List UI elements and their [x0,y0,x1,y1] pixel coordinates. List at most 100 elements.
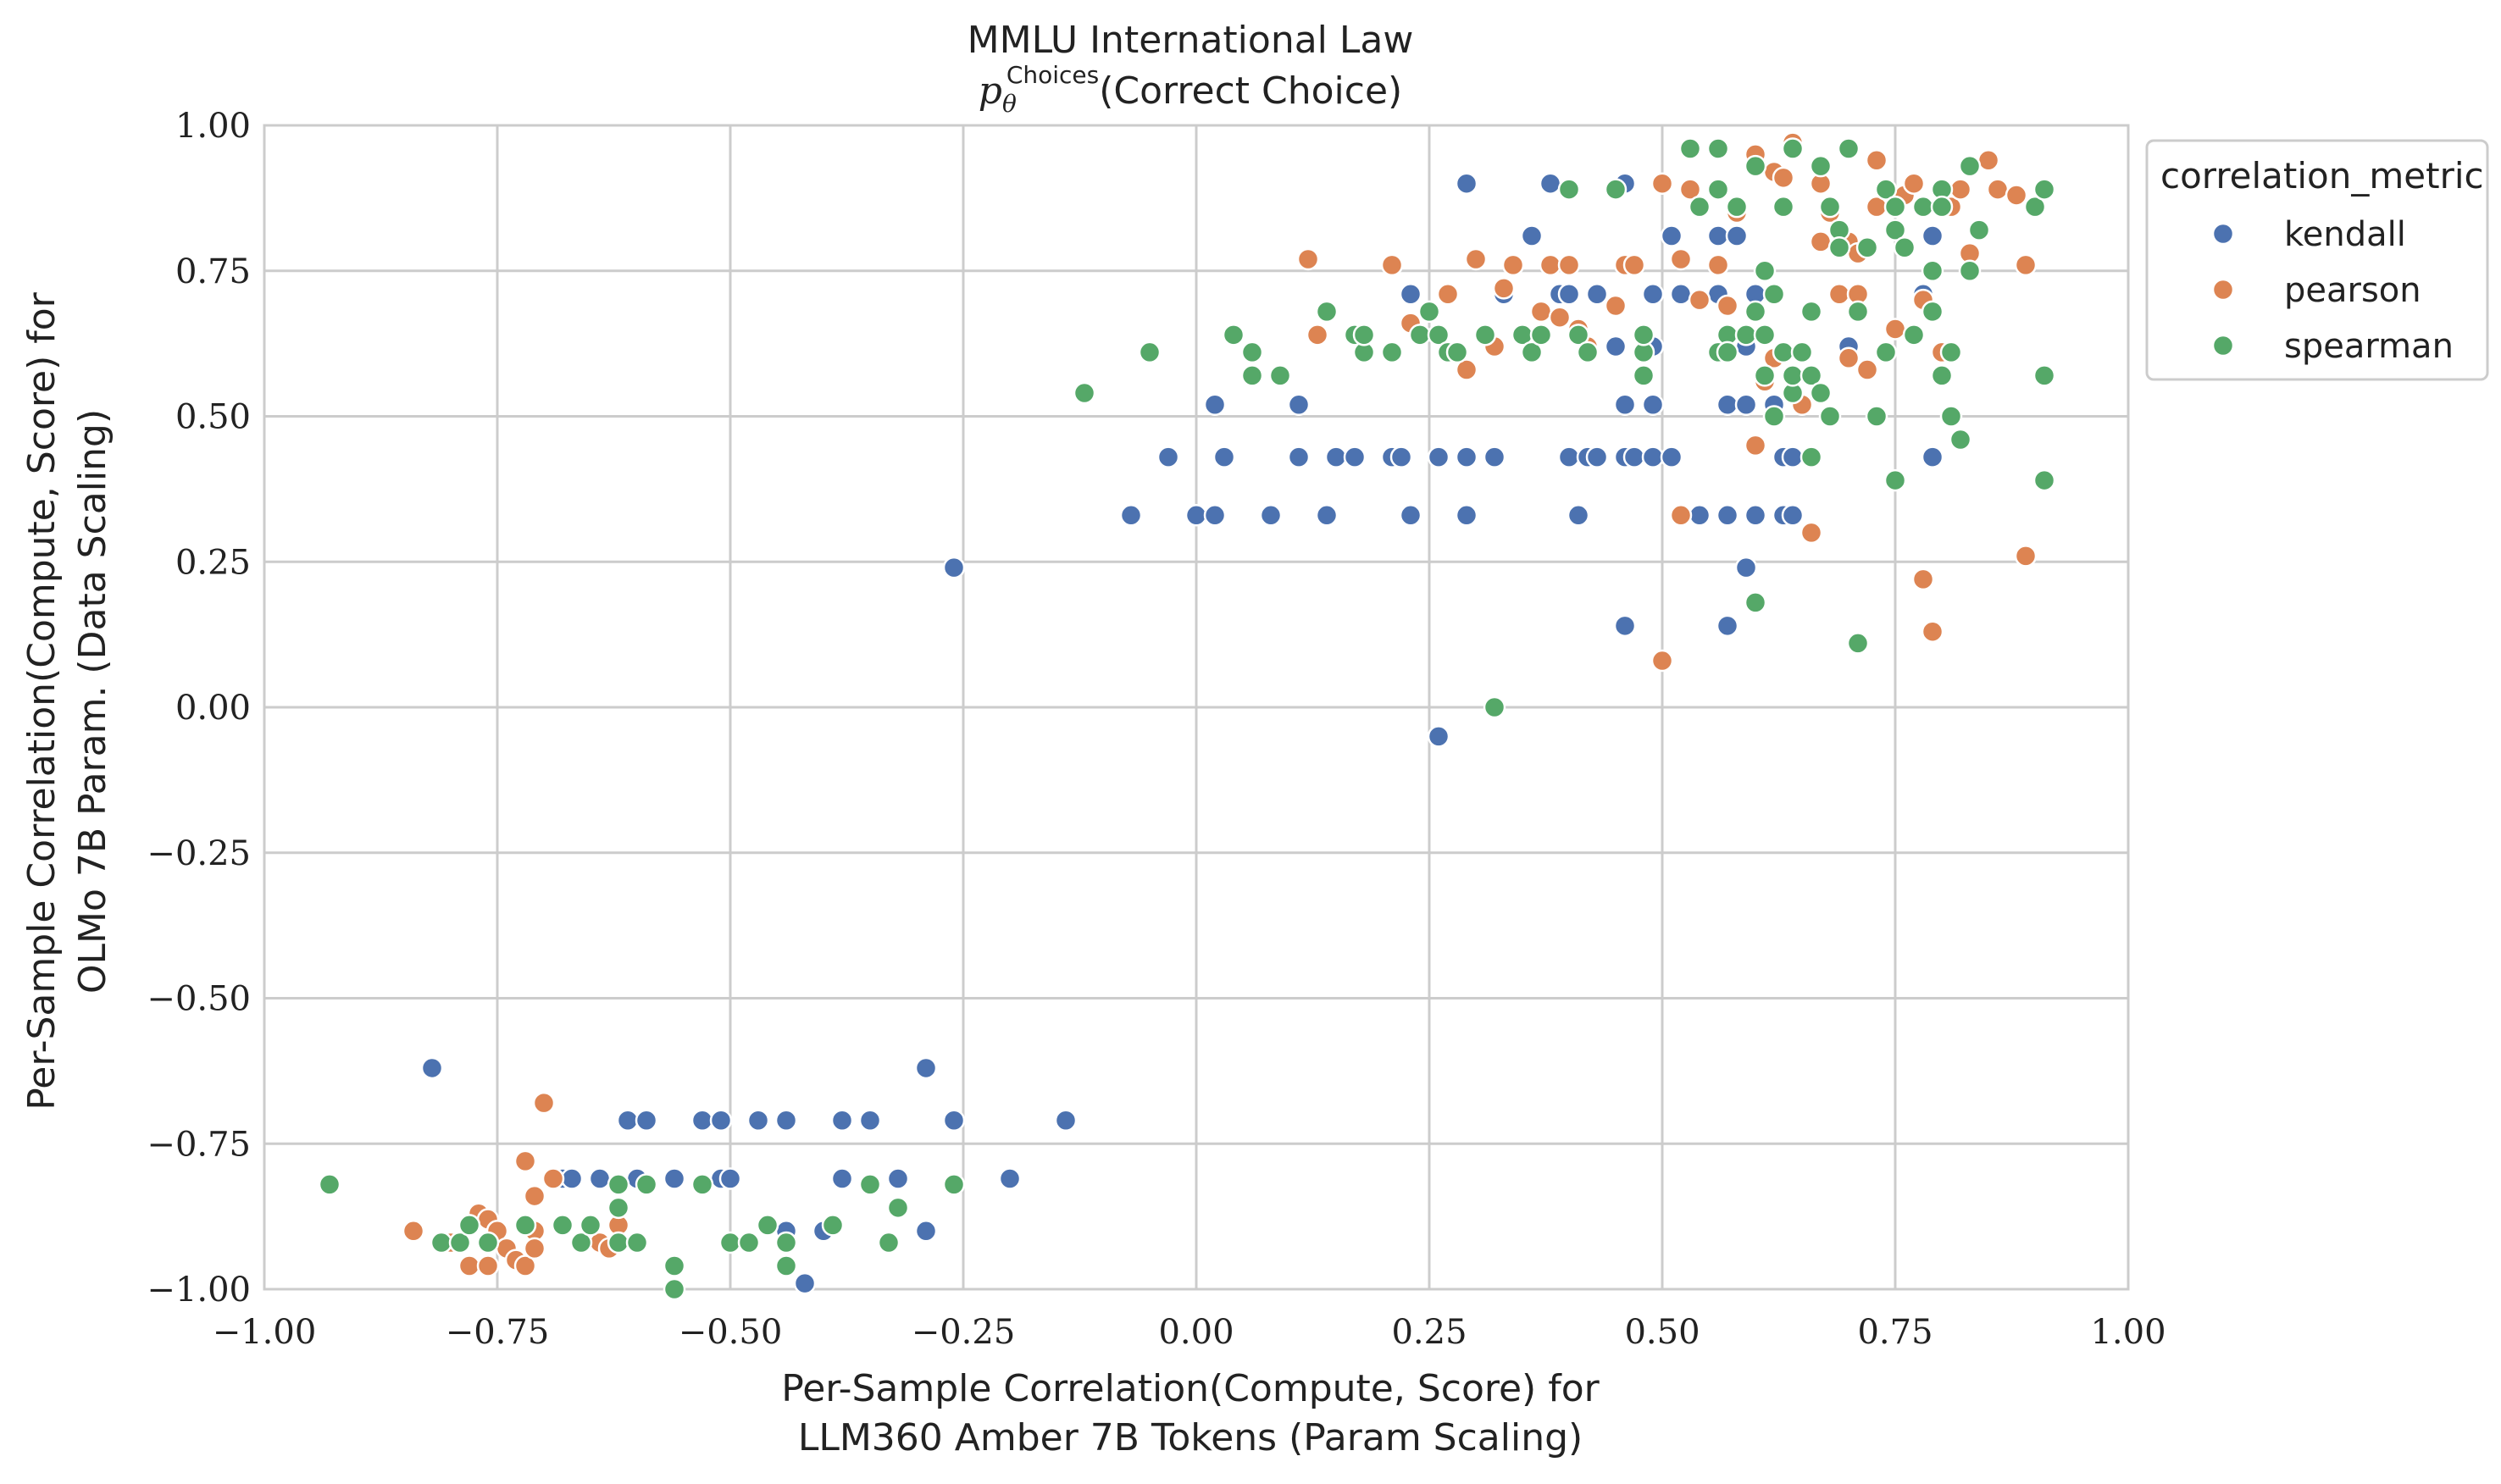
data-point-spearman [1809,381,1833,405]
data-point-kendall [1399,282,1422,306]
data-point-pearson [1902,172,1926,195]
x-tick-labels: −1.00 −0.75 −0.50 −0.25 0.00 0.25 0.50 0.75 1.00 [213,1313,2166,1352]
data-point-kendall [560,1167,584,1190]
data-point-spearman [448,1231,472,1254]
data-point-pearson [2014,545,2038,568]
data-point-kendall [1557,446,1581,468]
data-point-spearman [1781,364,1805,387]
data-point-spearman [1967,219,1991,241]
data-point-kendall [1725,224,1749,247]
data-point-kendall [998,1167,1022,1190]
data-point-spearman [1567,324,1590,346]
data-point-pearson [1744,434,1767,457]
data-point-spearman [476,1231,500,1254]
data-point-pearson [1557,253,1581,277]
y-tick-label: 1.00 [175,107,251,146]
data-point-spearman [1939,405,1963,428]
data-point-pearson [523,1184,546,1208]
data-point-spearman [1138,341,1162,364]
data-point-pearson [1492,277,1516,300]
data-point-kendall [1716,614,1739,638]
data-point-kendall [1716,393,1739,417]
data-point-pearson [1529,300,1553,324]
plot-frame [263,124,2130,1291]
data-point-kendall [1622,446,1646,468]
y-axis-label-line2: OLMo 7B Param. (Data Scaling) [71,409,114,994]
data-point-pearson [1855,358,1879,381]
legend-item-kendall: kendall [2211,215,2406,254]
data-point-kendall [1734,393,1758,417]
data-point-spearman [1706,137,1730,160]
data-point-kendall [1921,446,1944,468]
data-point-pearson [1986,178,2010,201]
data-point-kendall [1287,393,1311,417]
data-point-pearson [513,1149,537,1173]
data-point-kendall [1212,446,1236,468]
data-point-kendall [1781,446,1805,468]
data-point-kendall [1455,446,1478,468]
data-point-spearman [1772,341,1795,364]
data-point-kendall [1455,504,1478,527]
data-point-spearman [1315,300,1339,324]
data-point-spearman [2023,195,2047,219]
data-point-kendall [1557,282,1581,306]
data-point-spearman [1473,324,1497,346]
data-point-pearson [1464,247,1488,271]
data-point-kendall [1455,172,1478,195]
data-point-spearman [1818,405,1842,428]
data-point-kendall [690,1109,714,1132]
x-tick-label: 0.00 [1158,1313,1234,1352]
data-point-spearman [663,1254,686,1277]
data-point-kendall [1613,393,1637,417]
data-point-spearman [1800,446,1823,468]
data-point-pearson [1772,166,1795,190]
data-point-spearman [1529,324,1553,346]
y-tick-label: 0.50 [175,398,251,437]
data-point-kendall [942,1109,966,1132]
data-point-pearson [1650,649,1674,673]
data-point-spearman [1073,381,1096,405]
data-point-spearman [821,1214,845,1237]
data-point-pearson [523,1237,546,1260]
data-point-spearman [1921,259,1944,282]
data-point-pearson [1296,247,1320,271]
data-point-kendall [774,1109,798,1132]
data-point-kendall [1641,282,1665,306]
data-point-spearman [1240,341,1264,364]
data-point-spearman [1781,137,1805,160]
data-point-spearman [1902,324,1926,346]
data-point-pearson [1650,172,1674,195]
data-point-spearman [1520,341,1544,364]
x-tick-label: 0.50 [1624,1313,1700,1352]
legend-marker [2211,222,2235,246]
data-point-pearson [1380,253,1404,277]
data-point-spearman [886,1196,910,1220]
data-point-kendall [1324,446,1348,468]
data-point-kendall [1567,504,1590,527]
data-point-spearman [1417,300,1441,324]
data-point-spearman [1576,341,1600,364]
data-point-kendall [1669,282,1693,306]
data-point-kendall [1315,504,1339,527]
data-point-kendall [1119,504,1143,527]
data-point-kendall [1921,224,1944,247]
y-tick-label: −0.25 [147,834,251,873]
data-point-pearson [1688,288,1711,312]
data-point-pearson [1455,358,1478,381]
data-point-spearman [1753,324,1777,346]
data-point-spearman [1827,236,1851,259]
subtitle-subscript: θ [1002,90,1017,118]
legend-marker [2211,278,2235,302]
data-point-spearman [877,1231,901,1254]
data-point-spearman [1874,178,1898,201]
data-point-kendall [914,1056,938,1080]
data-point-kendall [830,1167,854,1190]
data-point-kendall [1613,614,1637,638]
data-point-spearman [1930,364,1954,387]
data-point-kendall [1585,282,1609,306]
data-points [318,131,2056,1301]
legend-label: kendall [2284,215,2406,254]
data-point-kendall [1483,446,1506,468]
data-point-kendall [942,556,966,579]
data-point-kendall [830,1109,854,1132]
